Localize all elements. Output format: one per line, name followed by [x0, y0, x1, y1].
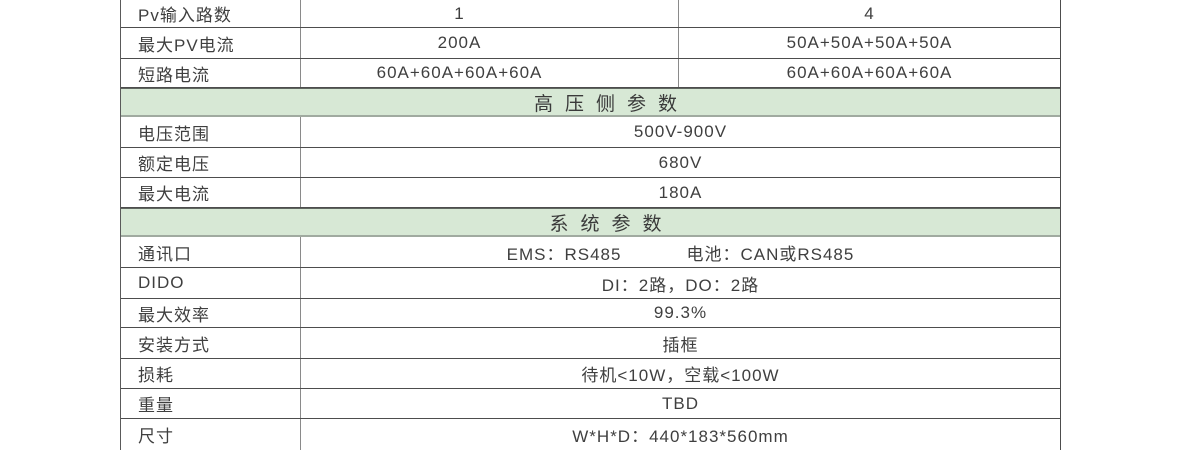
row-value: 500V-900V: [633, 122, 728, 141]
table-row: 损耗 待机<10W，空载<100W: [121, 359, 1060, 389]
table-row: 尺寸 W*H*D：440*183*560mm: [121, 419, 1060, 450]
section-header-row: 系统参数: [121, 208, 1060, 237]
section-title: 系统参数: [549, 213, 674, 235]
row-label: 最大效率: [121, 299, 301, 327]
spec-table: Pv输入路数 1 4 最大PV电流 200A 50A+50A+50A+50A 短…: [120, 0, 1061, 450]
row-value: EMS：RS485 电池：CAN或RS485: [301, 237, 1060, 267]
row-value: TBD: [662, 393, 699, 413]
row-label: 短路电流: [121, 59, 301, 87]
table-row: 通讯口 EMS：RS485 电池：CAN或RS485: [121, 237, 1060, 268]
row-label: 尺寸: [121, 419, 301, 450]
section-header-row: 高压侧参数: [121, 88, 1060, 117]
section-title: 高压侧参数: [533, 93, 689, 115]
row-label: 最大电流: [121, 178, 301, 207]
row-value: 180A: [658, 182, 703, 202]
table-row: 短路电流 60A+60A+60A+60A 60A+60A+60A+60A: [121, 59, 1060, 88]
row-value: 1: [301, 0, 679, 27]
row-label: Pv输入路数: [121, 0, 301, 27]
row-label: DIDO: [121, 268, 301, 298]
row-value: 680V: [658, 152, 703, 172]
table-row: Pv输入路数 1 4: [121, 0, 1060, 28]
row-value: W*H*D：440*183*560mm: [572, 427, 789, 446]
table-row: 额定电压 680V: [121, 148, 1060, 178]
row-label: 安装方式: [121, 328, 301, 358]
row-label: 损耗: [121, 359, 301, 388]
table-row: 安装方式 插框: [121, 328, 1060, 359]
row-value: 待机<10W，空载<100W: [581, 366, 780, 385]
row-label: 通讯口: [121, 237, 301, 267]
row-value-part: 电池：CAN或RS485: [686, 244, 855, 264]
row-value: 99.3%: [653, 303, 708, 322]
row-value: 60A+60A+60A+60A: [301, 59, 679, 87]
table-row: 最大电流 180A: [121, 178, 1060, 208]
row-label: 额定电压: [121, 148, 301, 177]
row-value: 50A+50A+50A+50A: [786, 33, 953, 52]
row-value: 200A: [301, 28, 679, 58]
row-value: 插框: [662, 335, 699, 355]
row-value: DI：2路，DO：2路: [601, 275, 760, 295]
row-label: 最大PV电流: [121, 28, 301, 58]
row-value-part: EMS：RS485: [506, 244, 622, 264]
row-label: 重量: [121, 389, 301, 418]
table-row: 重量 TBD: [121, 389, 1060, 419]
table-row: 最大PV电流 200A 50A+50A+50A+50A: [121, 28, 1060, 59]
row-value: 4: [864, 3, 875, 23]
table-row: 最大效率 99.3%: [121, 299, 1060, 328]
row-value: 60A+60A+60A+60A: [786, 63, 953, 82]
row-label: 电压范围: [121, 117, 301, 147]
table-row: 电压范围 500V-900V: [121, 117, 1060, 148]
table-row: DIDO DI：2路，DO：2路: [121, 268, 1060, 299]
